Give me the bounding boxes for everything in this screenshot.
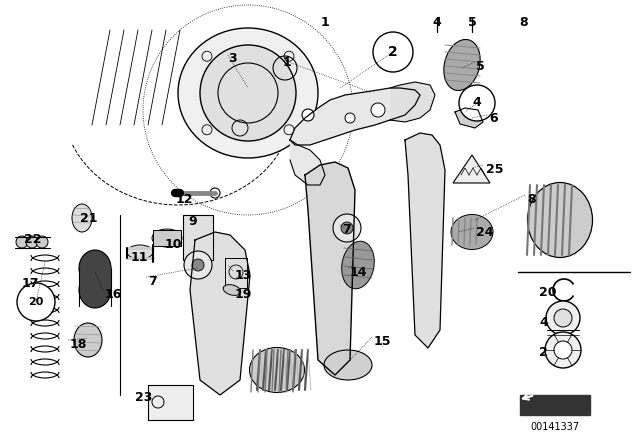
Circle shape: [16, 236, 28, 248]
Text: 19: 19: [235, 288, 252, 301]
Text: 9: 9: [188, 215, 196, 228]
Circle shape: [373, 32, 413, 72]
Ellipse shape: [444, 39, 480, 90]
Text: 22: 22: [24, 233, 42, 246]
Bar: [153, 230, 181, 246]
Polygon shape: [453, 155, 490, 183]
Ellipse shape: [74, 323, 102, 357]
Text: 2: 2: [388, 45, 398, 59]
Circle shape: [333, 214, 361, 242]
Text: 14: 14: [350, 266, 367, 279]
Text: 4: 4: [433, 16, 442, 29]
Circle shape: [545, 332, 581, 368]
Text: 13: 13: [235, 269, 252, 282]
Text: 20: 20: [539, 286, 557, 299]
Text: 10: 10: [165, 238, 182, 251]
Text: 4: 4: [539, 316, 548, 329]
Text: 00141337: 00141337: [530, 422, 579, 432]
Ellipse shape: [250, 348, 305, 392]
Text: 24: 24: [476, 226, 493, 239]
Circle shape: [192, 259, 204, 271]
Text: 7: 7: [342, 223, 351, 236]
Circle shape: [345, 113, 355, 123]
Ellipse shape: [79, 272, 111, 308]
Text: 4: 4: [472, 96, 481, 109]
Polygon shape: [290, 140, 325, 185]
Circle shape: [371, 103, 385, 117]
Circle shape: [554, 341, 572, 359]
Text: 7: 7: [148, 275, 157, 288]
Text: 5: 5: [468, 16, 476, 29]
Text: 12: 12: [176, 193, 193, 206]
Text: 23: 23: [135, 391, 152, 404]
Circle shape: [554, 309, 572, 327]
Bar: [148, 385, 193, 420]
Ellipse shape: [152, 229, 182, 247]
Text: 1: 1: [321, 16, 330, 29]
Ellipse shape: [127, 245, 153, 259]
Circle shape: [302, 109, 314, 121]
Text: 5: 5: [476, 60, 484, 73]
Ellipse shape: [178, 28, 318, 158]
Ellipse shape: [342, 241, 374, 289]
Circle shape: [546, 301, 580, 335]
Polygon shape: [390, 82, 435, 122]
Circle shape: [36, 236, 48, 248]
Text: 6: 6: [489, 112, 498, 125]
Text: 11: 11: [131, 251, 148, 264]
Ellipse shape: [451, 215, 493, 250]
Bar: [225, 258, 247, 288]
Polygon shape: [520, 395, 590, 415]
Text: 8: 8: [520, 16, 528, 29]
Circle shape: [184, 251, 212, 279]
Ellipse shape: [223, 284, 241, 295]
Text: 17: 17: [22, 277, 40, 290]
Circle shape: [200, 45, 296, 141]
Polygon shape: [190, 232, 250, 395]
Text: 25: 25: [486, 163, 504, 176]
Ellipse shape: [527, 182, 593, 258]
Text: 20: 20: [28, 297, 44, 307]
Ellipse shape: [79, 250, 111, 286]
Ellipse shape: [324, 350, 372, 380]
Circle shape: [229, 265, 243, 279]
Polygon shape: [455, 108, 483, 128]
Text: 15: 15: [374, 335, 392, 348]
Text: 2: 2: [539, 346, 548, 359]
Bar: [79, 268, 111, 290]
Text: 1: 1: [283, 56, 292, 69]
Text: 21: 21: [80, 212, 97, 225]
Text: 18: 18: [70, 338, 88, 351]
Polygon shape: [290, 88, 420, 145]
Text: 3: 3: [228, 52, 237, 65]
Circle shape: [26, 236, 38, 248]
Circle shape: [17, 283, 55, 321]
Polygon shape: [305, 162, 355, 375]
Text: 8: 8: [527, 193, 536, 206]
Text: 16: 16: [105, 288, 122, 301]
Circle shape: [210, 188, 220, 198]
Ellipse shape: [72, 204, 92, 232]
Polygon shape: [405, 133, 445, 348]
Bar: [183, 215, 213, 260]
Circle shape: [341, 222, 353, 234]
Circle shape: [459, 85, 495, 121]
